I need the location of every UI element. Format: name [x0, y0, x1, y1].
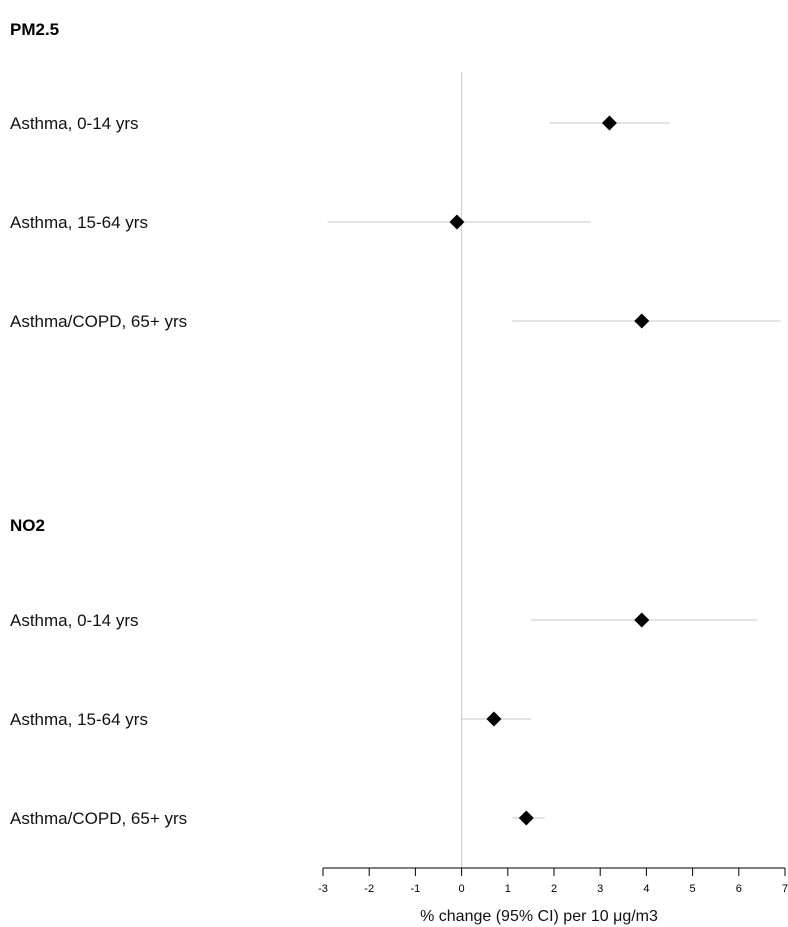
x-tick-label: 0	[459, 883, 465, 895]
row-label: Asthma, 0-14 yrs	[10, 114, 139, 133]
group-label: NO2	[10, 516, 45, 535]
x-tick-label: 1	[505, 883, 511, 895]
row-label: Asthma/COPD, 65+ yrs	[10, 809, 187, 828]
estimate-marker	[449, 214, 465, 230]
row-label: Asthma, 15-64 yrs	[10, 710, 148, 729]
row-label: Asthma, 15-64 yrs	[10, 213, 148, 232]
x-tick-label: 6	[736, 883, 742, 895]
x-tick-label: 2	[551, 883, 557, 895]
group-label: PM2.5	[10, 20, 59, 39]
x-tick-label: -1	[411, 883, 421, 895]
x-axis-label: % change (95% CI) per 10 μg/m3	[420, 908, 658, 925]
estimate-marker	[601, 115, 617, 131]
row-label: Asthma/COPD, 65+ yrs	[10, 312, 187, 331]
x-tick-label: -3	[318, 883, 328, 895]
x-tick-label: 3	[597, 883, 603, 895]
x-tick-label: 5	[690, 883, 696, 895]
estimate-marker	[634, 612, 650, 628]
row-label: Asthma, 0-14 yrs	[10, 611, 139, 630]
estimate-marker	[634, 313, 650, 329]
x-tick-label: 4	[643, 883, 649, 895]
estimate-marker	[518, 810, 534, 826]
x-tick-label: -2	[364, 883, 374, 895]
x-tick-label: 7	[782, 883, 788, 895]
estimate-marker	[486, 711, 502, 727]
